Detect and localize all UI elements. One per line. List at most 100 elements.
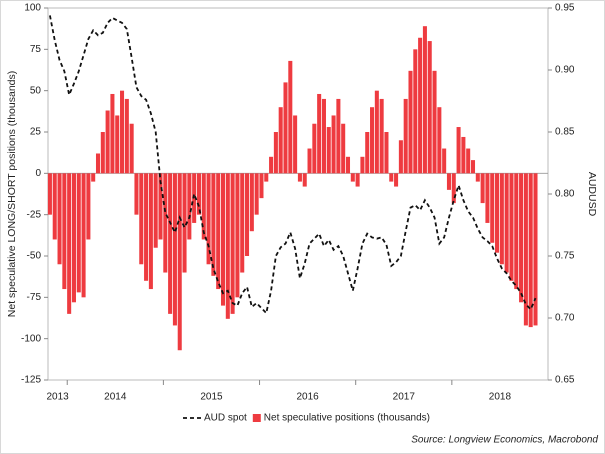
bar	[321, 98, 326, 174]
bar	[259, 173, 264, 199]
bar	[220, 173, 226, 306]
bar	[317, 93, 322, 174]
bar	[427, 41, 432, 174]
bar	[71, 173, 76, 303]
bar	[297, 173, 302, 182]
bar	[153, 173, 158, 248]
bar	[528, 173, 533, 328]
bar	[240, 173, 245, 273]
bar	[62, 173, 67, 290]
bar	[307, 148, 312, 174]
y2-tick-label: 0.70	[555, 313, 575, 324]
bar	[283, 82, 288, 174]
bar	[336, 98, 341, 174]
y2-tick-label: 0.75	[555, 251, 575, 262]
bar	[230, 173, 235, 314]
bar	[456, 127, 461, 174]
y-tick-label: -125	[21, 375, 41, 386]
y2-tick-label: 0.80	[555, 189, 575, 200]
bar	[413, 49, 418, 174]
bar	[523, 173, 528, 326]
x-tick-label: 2016	[296, 392, 319, 403]
y2-axis-title: AUDUSD	[586, 172, 598, 217]
bar	[379, 98, 384, 174]
bar	[466, 148, 471, 174]
bar	[76, 173, 81, 293]
legend-label: Net speculative positions (thousands)	[264, 413, 430, 424]
bar	[480, 173, 485, 204]
bar	[509, 173, 514, 281]
bar	[312, 123, 317, 174]
y-tick-label: 100	[24, 3, 41, 14]
bar	[504, 173, 509, 273]
bar	[278, 107, 283, 174]
y-tick-label: 0	[35, 168, 41, 179]
y-tick-label: -50	[27, 251, 42, 262]
legend-swatch	[252, 414, 261, 422]
bar	[124, 98, 129, 174]
bar	[115, 115, 120, 174]
bar	[442, 148, 447, 174]
bar	[81, 173, 86, 298]
bar	[514, 173, 519, 290]
bar	[432, 70, 437, 174]
y-tick-label: 75	[30, 44, 42, 55]
bar	[403, 98, 408, 174]
bar	[235, 173, 240, 298]
bar	[91, 173, 96, 182]
source-note: Source: Longview Economics, Macrobond	[411, 435, 598, 446]
x-tick-label: 2013	[46, 392, 69, 403]
bar	[350, 173, 355, 182]
bar	[67, 173, 72, 314]
bar	[100, 132, 105, 174]
bar	[245, 173, 250, 256]
bar	[196, 173, 201, 215]
bar	[86, 173, 91, 240]
x-tick-label: 2017	[393, 392, 416, 403]
bar	[331, 115, 336, 174]
bar	[302, 173, 307, 187]
bar	[225, 173, 230, 319]
y2-tick-label: 0.65	[555, 375, 575, 386]
bar	[148, 173, 153, 290]
y-tick-label: 50	[30, 85, 42, 96]
bar	[216, 173, 221, 290]
bar	[451, 173, 456, 204]
bar	[446, 173, 451, 190]
bar	[273, 132, 278, 174]
bar	[470, 160, 476, 174]
bar	[172, 173, 177, 326]
bar	[144, 173, 149, 281]
bar	[519, 173, 524, 303]
bar	[57, 173, 62, 265]
bar	[326, 127, 331, 174]
bar	[437, 107, 442, 174]
bar	[95, 153, 101, 174]
bar	[206, 173, 211, 265]
bar	[129, 123, 134, 174]
line-series	[49, 15, 537, 315]
bar	[398, 140, 403, 174]
bar	[47, 173, 52, 215]
bar	[422, 26, 427, 174]
x-tick-label: 2014	[104, 392, 127, 403]
bar	[408, 70, 413, 174]
bar	[201, 173, 206, 240]
y2-tick-label: 0.95	[555, 3, 575, 14]
y-tick-label: -25	[27, 209, 42, 220]
y2-tick-label: 0.90	[555, 65, 575, 76]
bar	[360, 156, 365, 174]
bar	[288, 60, 293, 174]
bar	[177, 173, 182, 351]
bar	[134, 173, 139, 215]
bar	[475, 173, 480, 182]
x-tick-label: 2015	[200, 392, 223, 403]
bar	[139, 173, 144, 265]
bar	[370, 107, 375, 174]
bar	[533, 173, 538, 326]
bar	[211, 173, 216, 276]
bar	[52, 173, 57, 240]
bar	[168, 173, 173, 314]
bar	[341, 123, 346, 174]
